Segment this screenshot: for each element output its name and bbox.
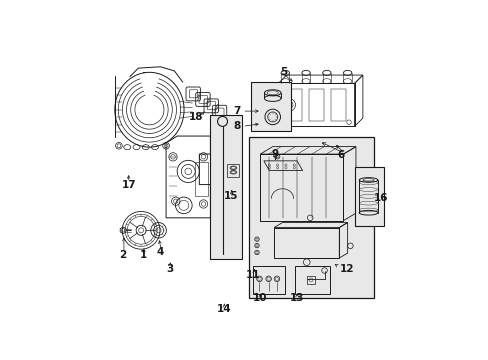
Bar: [250, 82, 290, 131]
Bar: [274, 228, 339, 258]
Text: 15: 15: [224, 191, 238, 201]
Text: 5: 5: [280, 67, 287, 77]
Bar: [308, 89, 324, 121]
Text: 4: 4: [157, 247, 164, 257]
Text: 7: 7: [232, 106, 240, 116]
Text: 11: 11: [245, 270, 260, 280]
Bar: [294, 266, 329, 294]
Bar: [354, 167, 383, 226]
Text: 18: 18: [189, 112, 203, 122]
Text: 16: 16: [373, 193, 387, 203]
Bar: [210, 115, 242, 260]
Bar: [249, 138, 373, 298]
Text: 2: 2: [119, 250, 126, 260]
Text: 14: 14: [217, 304, 231, 314]
Bar: [330, 89, 346, 121]
Bar: [306, 276, 314, 284]
Text: 6: 6: [336, 150, 344, 161]
Text: 9: 9: [271, 149, 279, 159]
Text: 17: 17: [121, 180, 136, 190]
Bar: [286, 89, 301, 121]
Bar: [278, 84, 354, 126]
Text: 3: 3: [166, 264, 174, 274]
Bar: [253, 266, 285, 294]
Text: 1: 1: [140, 250, 147, 260]
Text: 8: 8: [233, 121, 240, 131]
Bar: [260, 154, 343, 221]
Text: 13: 13: [289, 293, 304, 303]
Text: 10: 10: [253, 293, 267, 303]
Bar: [275, 138, 354, 144]
Bar: [278, 140, 351, 143]
Text: 12: 12: [339, 264, 353, 274]
Bar: [227, 164, 239, 177]
